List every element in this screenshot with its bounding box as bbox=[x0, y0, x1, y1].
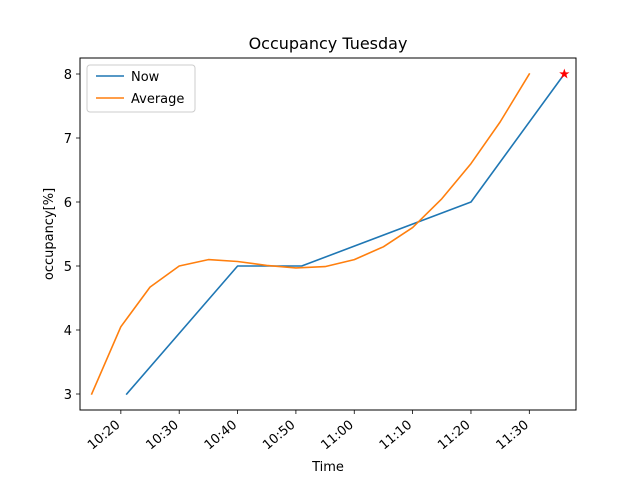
y-tick-label: 8 bbox=[64, 68, 72, 83]
legend-label-now: Now bbox=[131, 70, 160, 85]
series-line-average bbox=[90, 72, 531, 396]
y-tick-label: 3 bbox=[64, 388, 72, 403]
star-marker bbox=[559, 68, 570, 79]
y-tick-label: 4 bbox=[64, 324, 72, 339]
y-axis-label: occupancy[%] bbox=[42, 188, 57, 280]
y-tick-label: 5 bbox=[64, 260, 72, 275]
series-line-now bbox=[125, 72, 566, 396]
axes-frame bbox=[79, 57, 577, 411]
y-tick-label: 6 bbox=[64, 196, 72, 211]
plot-area bbox=[90, 68, 570, 396]
x-axis-label: Time bbox=[311, 460, 344, 475]
legend: Now Average bbox=[86, 64, 196, 113]
chart-title: Occupancy Tuesday bbox=[249, 34, 408, 53]
y-tick-label: 7 bbox=[64, 132, 72, 147]
legend-label-average: Average bbox=[131, 92, 184, 107]
y-axis: 3 4 5 6 7 8 bbox=[64, 68, 80, 403]
